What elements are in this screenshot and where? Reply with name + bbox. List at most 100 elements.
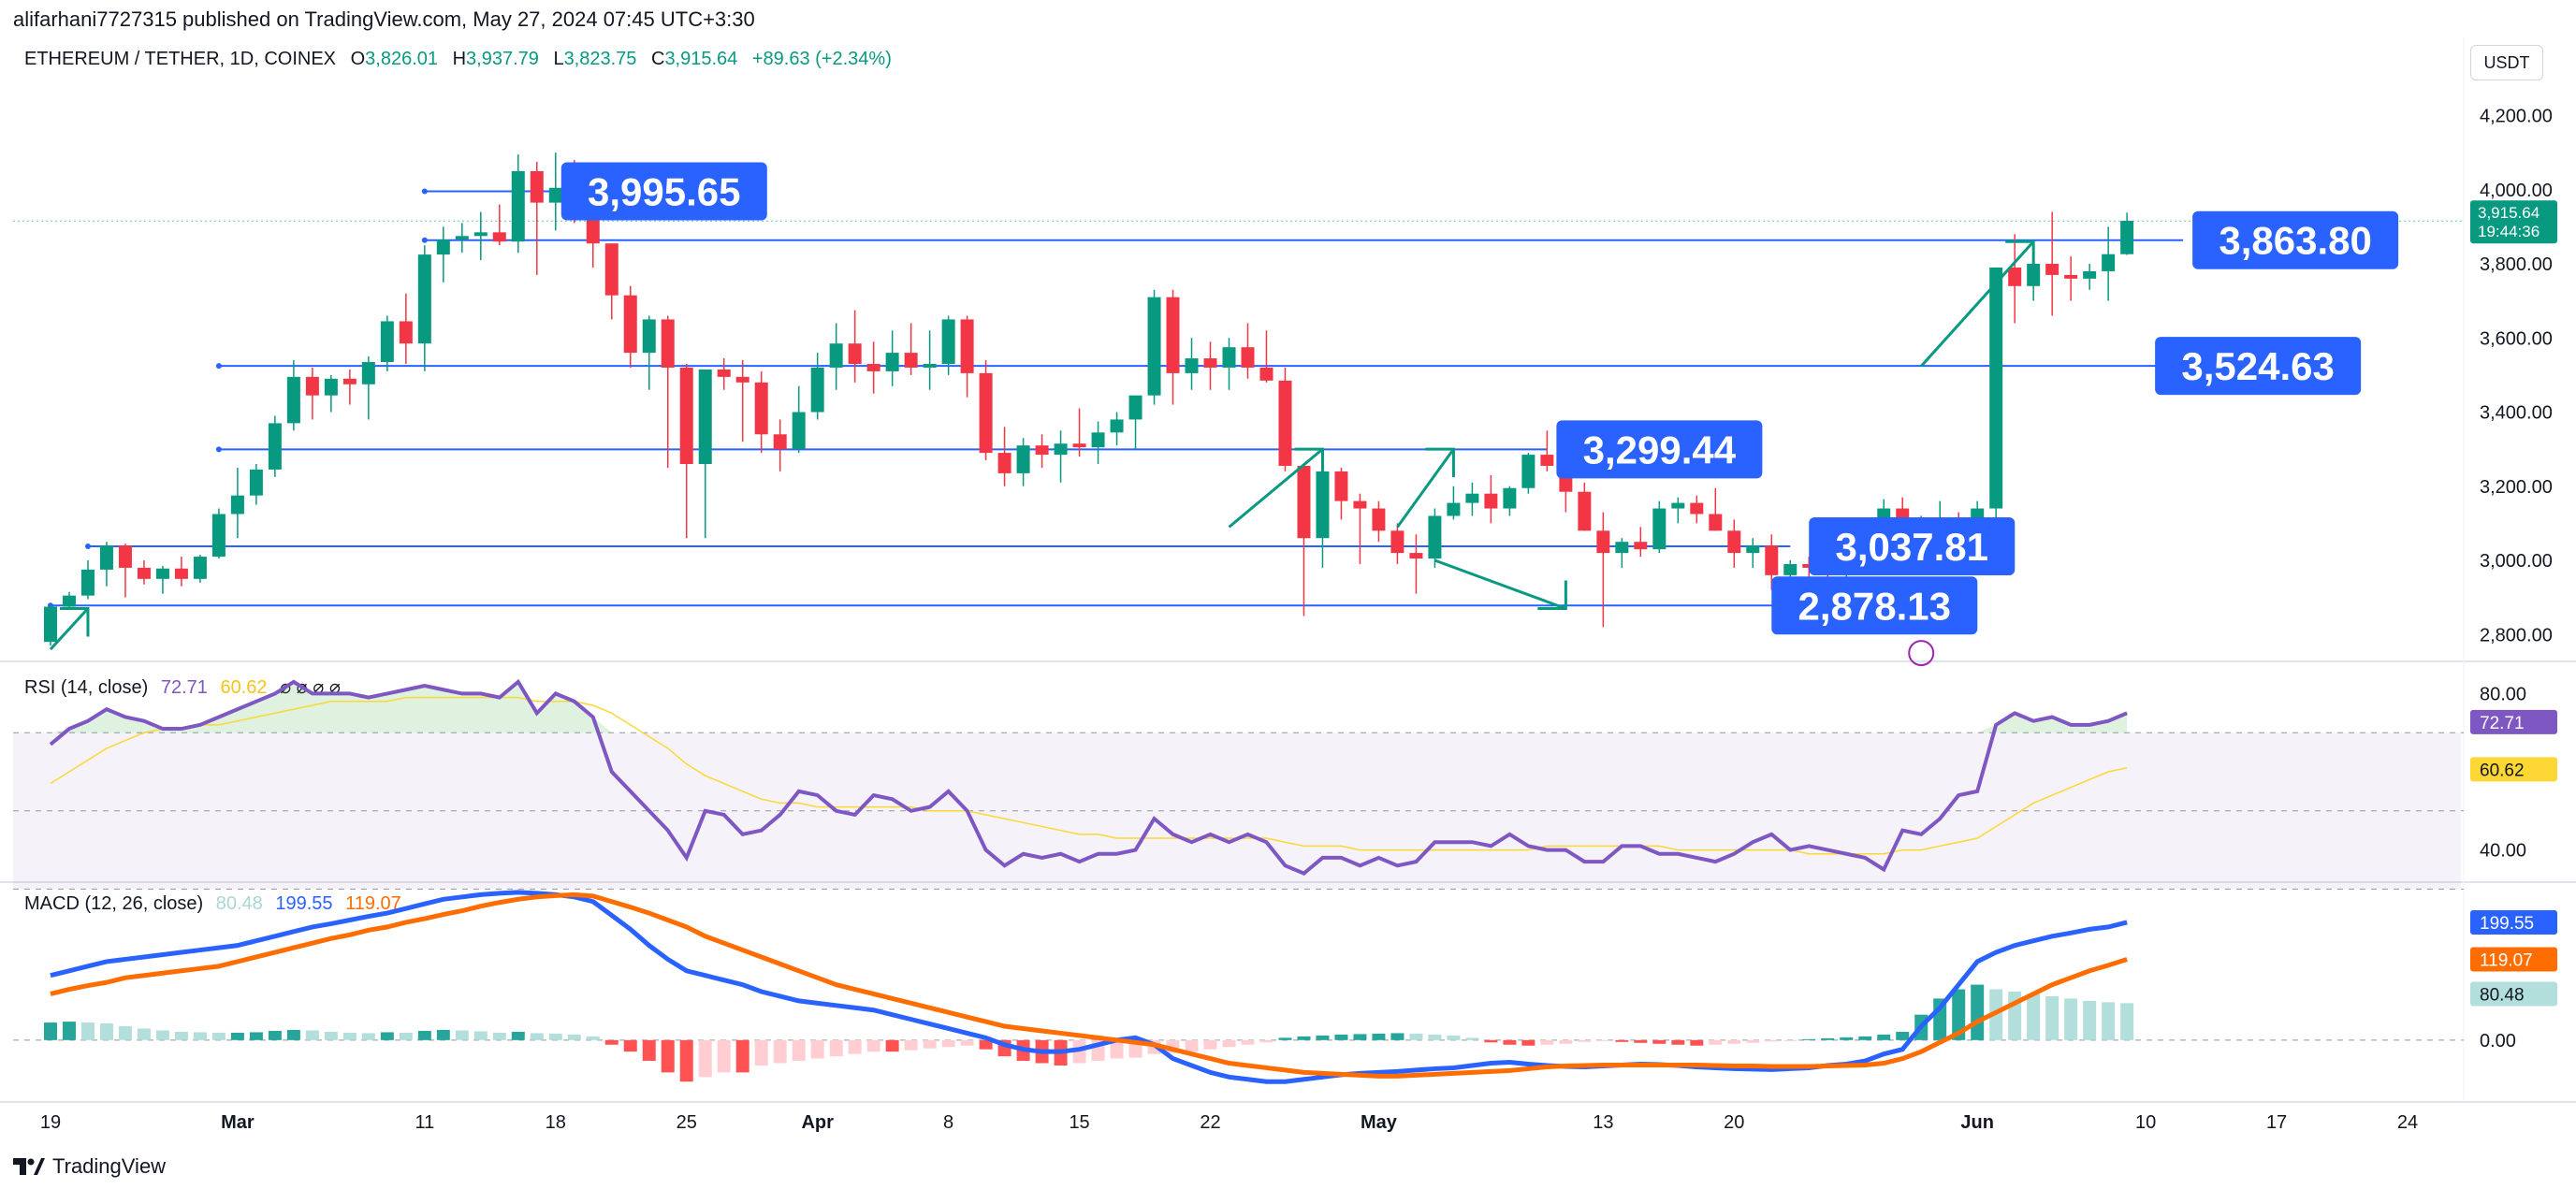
level-label: 3,995.65 [588,169,741,213]
lightning-icon [1908,640,1935,667]
macd-histogram-bar [848,1039,862,1054]
macd-histogram-bar [1203,1039,1217,1050]
macd-histogram-bar [1896,1031,1910,1040]
candle-body [1128,395,1142,420]
rsi-line [49,678,2128,876]
open-value: 3,826.01 [365,49,438,69]
macd-histogram-bar [249,1032,263,1040]
footer-brand[interactable]: TradingView [13,1154,166,1179]
level-label-box [2192,210,2399,269]
candle-body [1540,455,1554,466]
price-tick-label: 3,200.00 [2480,477,2553,498]
candle-body [511,170,525,242]
candle-body [1166,297,1180,373]
x-tick-label: Jun [1960,1112,1994,1133]
candle-body [642,319,656,354]
candle-body [342,378,357,384]
candle-body [960,319,974,373]
macd-histogram-bar [586,1036,600,1040]
rsi-overbought-fill [50,681,2128,733]
macd-histogram-bar [642,1039,656,1062]
macd-histogram-bar [792,1039,806,1062]
macd-histogram-bar [268,1030,282,1040]
trend-arrow-head [2005,239,2035,270]
chart-area[interactable]: 2,800.00 3,000.00 3,200.00 3,400.00 3,600.00… [0,0,2576,1141]
macd-histogram-bar [1727,1039,1741,1044]
rsi-ma-badge [2470,757,2557,782]
macd-histogram-bar [1222,1039,1236,1048]
candle-body [679,367,693,464]
macd-histogram-bar [979,1039,993,1050]
macd-histogram-bar [455,1030,469,1040]
candle-body [548,187,562,203]
macd-signal-badge [2470,947,2557,972]
candle-body [1484,493,1498,509]
trend-arrow [1396,448,1455,529]
rsi-value-badge-label: 72.71 [2480,714,2525,733]
macd-histogram-bar [1465,1037,1479,1040]
x-tick-label: 11 [415,1112,434,1133]
candle-body [829,343,843,368]
macd-histogram-bar [941,1039,955,1048]
macd-histogram-bar [1578,1039,1592,1042]
macd-histogram-bar [698,1039,712,1078]
macd-histogram-bar [623,1039,637,1052]
macd-histogram-bar [2064,998,2078,1040]
candle-body [1091,432,1105,448]
candle-body [268,423,282,470]
macd-histogram-bar [1652,1039,1666,1044]
currency-button[interactable]: USDT [2470,45,2543,80]
candle-body [1222,347,1236,368]
candle-body [2027,264,2041,286]
candle-body [2083,270,2097,279]
macd-histogram-bar [548,1033,562,1040]
macd-histogram-bar [1259,1039,1273,1043]
macd-histogram-bar [473,1031,488,1040]
macd-histogram-bar [1821,1037,1835,1040]
candle-body [941,319,955,364]
trend-arrow-head [1294,447,1324,478]
macd-histogram-bar [960,1039,974,1046]
macd-histogram-bar [2083,1000,2097,1040]
candle-body [1390,530,1404,554]
candle-body [155,568,169,579]
candle-body [1203,358,1217,368]
candle-body [1147,297,1161,396]
support-line-anchor [215,363,222,370]
level-label-box [560,162,767,221]
macd-histogram-bar [1353,1034,1367,1040]
macd-histogram-bar [1596,1039,1610,1041]
macd-histogram-bar [1615,1039,1629,1042]
support-line-anchor [421,237,428,243]
x-tick-label: May [1361,1112,1398,1133]
rsi-title: RSI (14, close) [24,677,149,698]
last-price-label: 3,915.64 [2478,204,2540,222]
candle-body [885,353,899,371]
candle-body [717,369,731,377]
macd-histogram-bar [661,1039,675,1073]
x-tick-label: 15 [1069,1112,1089,1133]
macd-histogram-bar [829,1039,843,1057]
macd-histogram-bar [530,1033,544,1040]
candle-body [1072,443,1086,448]
symbol-title[interactable]: ETHEREUM / TETHER, 1D, COINEX [24,49,337,69]
candle-body [324,378,338,396]
support-line-anchor [421,188,428,195]
candle-body [1465,493,1479,503]
macd-histogram-bar [1952,989,1966,1040]
macd-histogram-bar [717,1039,731,1073]
macd-histogram-bar [286,1029,300,1040]
level-label-box [1771,576,1978,635]
macd-histogram-bar [1858,1036,1872,1040]
rsi-value-badge [2470,709,2557,734]
macd-histogram-bar [436,1029,450,1040]
publish-line: alifarhani7727315 published on TradingVi… [13,7,755,31]
candle-body [1259,367,1273,381]
macd-histogram-bar [1428,1034,1442,1040]
open-label: O [350,49,366,69]
x-tick-label: 22 [1200,1112,1220,1133]
macd-signal-badge-label: 119.07 [2480,950,2533,970]
x-tick-label: 19 [40,1112,61,1133]
high-label: H [452,49,467,69]
macd-histogram-bar [604,1039,619,1045]
